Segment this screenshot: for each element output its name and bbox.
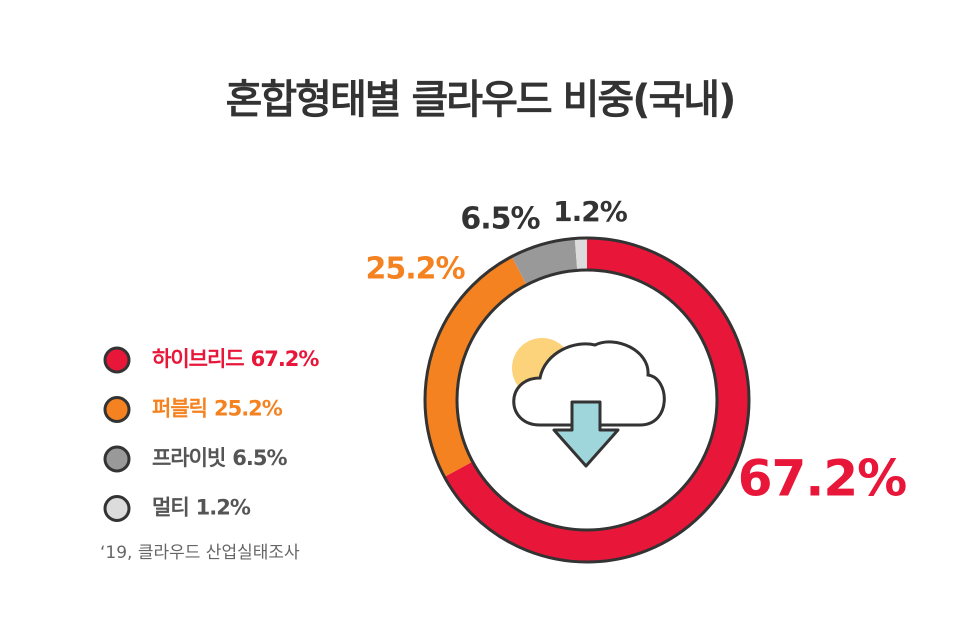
legend-value: 1.2% xyxy=(196,496,251,520)
donut-segment xyxy=(574,238,587,271)
legend-name: 프라이빗 xyxy=(152,446,226,470)
cloud-icon xyxy=(512,338,666,468)
legend-value: 67.2% xyxy=(251,347,320,371)
legend: 하이브리드 67.2% 퍼블릭 25.2% 프라이빗 6.5% 멀티 1.2% xyxy=(103,346,320,522)
arrow xyxy=(552,400,620,468)
data-label: 67.2% xyxy=(738,450,906,508)
legend-name: 퍼블릭 xyxy=(152,397,207,421)
legend-value: 25.2% xyxy=(214,397,283,421)
legend-name: 멀티 xyxy=(152,496,189,520)
legend-entry: 프라이빗 6.5% xyxy=(152,446,287,470)
source-note: ‘19, 클라우드 산업실태조사 xyxy=(100,543,300,563)
cloud xyxy=(512,340,666,427)
data-label: 6.5% xyxy=(460,202,540,237)
legend-marker xyxy=(103,495,131,522)
legend-marker xyxy=(103,396,131,423)
data-label: 1.2% xyxy=(553,195,628,228)
legend-entry: 멀티 1.2% xyxy=(152,496,251,520)
legend-name: 하이브리드 xyxy=(152,347,244,371)
chart-title: 혼합형태별 클라우드 비중(국내) xyxy=(226,77,735,123)
legend-value: 6.5% xyxy=(232,446,287,470)
legend-marker xyxy=(103,346,131,374)
data-label: 25.2% xyxy=(365,252,465,287)
legend-entry: 퍼블릭 25.2% xyxy=(152,397,283,421)
legend-marker xyxy=(103,445,131,473)
legend-entry: 하이브리드 67.2% xyxy=(152,347,319,371)
donut-outline xyxy=(423,236,751,564)
donut-segment xyxy=(424,256,527,477)
